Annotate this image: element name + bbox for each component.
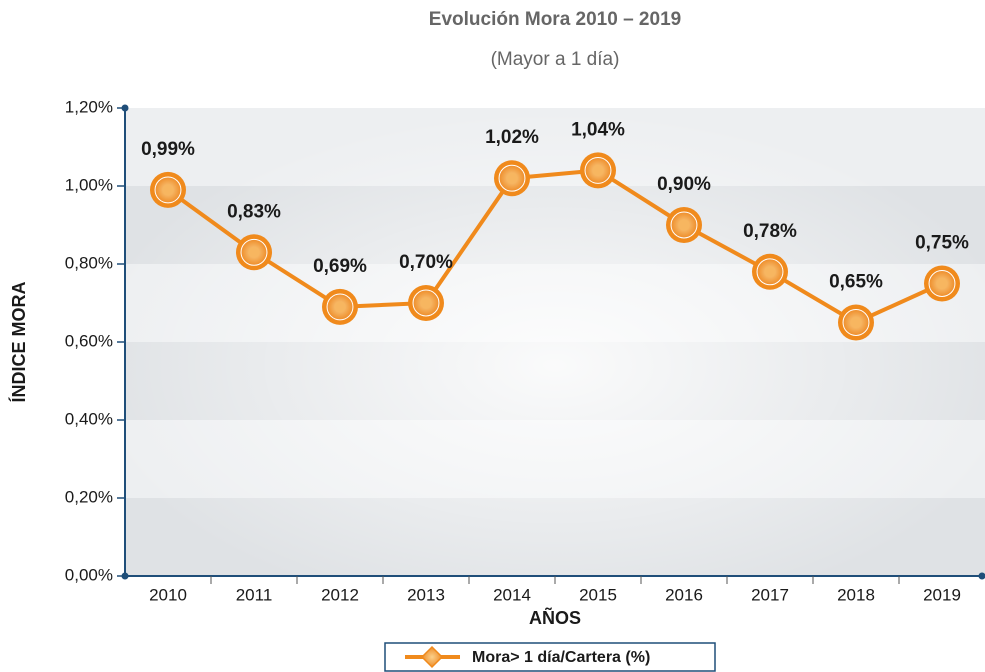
marker (924, 265, 960, 302)
marker (494, 160, 530, 197)
marker-center (506, 172, 518, 184)
marker-center (850, 317, 862, 328)
value-label: 0,83% (227, 201, 281, 222)
value-label: 0,70% (399, 252, 453, 273)
x-tick-label: 2011 (236, 585, 273, 604)
legend-marker (420, 645, 444, 669)
y-axis-label: ÍNDICE MORA (8, 282, 29, 403)
marker (838, 304, 874, 341)
value-label: 0,69% (313, 256, 367, 277)
x-tick-label: 2018 (837, 585, 875, 604)
y-tick-label: 0,80% (65, 253, 113, 272)
chart-subtitle: (Mayor a 1 día) (491, 49, 620, 70)
chart-title: Evolución Mora 2010 – 2019 (429, 9, 681, 30)
value-label: 0,90% (657, 174, 711, 195)
marker-center (764, 266, 776, 278)
x-tick-label: 2014 (493, 585, 531, 604)
marker-center (162, 184, 174, 196)
y-tick-label: 0,60% (65, 331, 113, 350)
marker (408, 285, 444, 321)
x-tick-label: 2015 (579, 585, 617, 604)
value-label: 0,99% (141, 139, 195, 160)
marker-center (248, 246, 260, 258)
value-label: 0,75% (915, 233, 969, 254)
x-tick-label: 2013 (407, 585, 445, 604)
marker (666, 207, 702, 243)
marker-center (420, 297, 432, 309)
value-label: 0,65% (829, 272, 883, 293)
x-tick-label: 2016 (665, 585, 703, 604)
marker (752, 253, 788, 290)
x-tick-label: 2017 (751, 585, 789, 604)
marker (150, 171, 186, 208)
marker-center (936, 278, 948, 289)
marker-center (334, 301, 346, 313)
y-tick-label: 0,40% (65, 409, 113, 428)
legend-box (384, 642, 716, 672)
marker-center (678, 219, 690, 231)
y-tick-label: 0,00% (65, 565, 113, 584)
y-tick-label: 1,00% (65, 175, 113, 194)
marker (236, 234, 272, 271)
y-tick-label: 1,20% (65, 97, 113, 116)
marker (322, 288, 358, 325)
marker-center (592, 165, 604, 176)
value-label: 1,04% (571, 119, 625, 140)
value-label: 0,78% (743, 221, 797, 242)
x-axis-label: AÑOS (529, 607, 581, 628)
marker (580, 152, 616, 189)
series-line (166, 168, 943, 325)
y-tick-label: 0,20% (65, 487, 113, 506)
x-tick-label: 2010 (149, 585, 187, 604)
plot-glow (125, 108, 985, 576)
x-tick-label: 2019 (923, 585, 961, 604)
legend-label: Mora> 1 día/Cartera (%) (472, 649, 650, 666)
x-tick-label: 2012 (321, 585, 359, 604)
value-label: 1,02% (485, 127, 539, 148)
axis-end (978, 572, 985, 580)
